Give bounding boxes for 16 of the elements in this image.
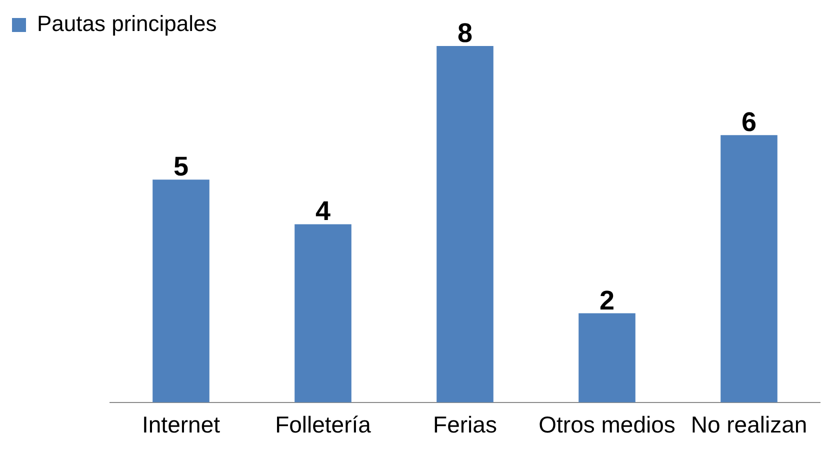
data-label: 8 — [457, 18, 473, 48]
x-tick-label: Internet — [142, 412, 221, 438]
data-label: 4 — [315, 196, 331, 226]
x-tick-label: Folletería — [275, 412, 372, 438]
bar — [152, 180, 210, 402]
data-label: 2 — [599, 285, 615, 316]
bar — [720, 135, 778, 402]
legend-label: Pautas principales — [37, 11, 217, 36]
bar — [436, 46, 494, 402]
data-label: 5 — [173, 152, 189, 182]
x-tick-label: Otros medios — [538, 412, 676, 438]
x-tick-label: Ferias — [433, 412, 497, 438]
x-tick-label: No realizan — [690, 412, 808, 438]
bar — [294, 224, 352, 402]
bar — [578, 313, 636, 402]
data-label: 6 — [741, 107, 757, 138]
